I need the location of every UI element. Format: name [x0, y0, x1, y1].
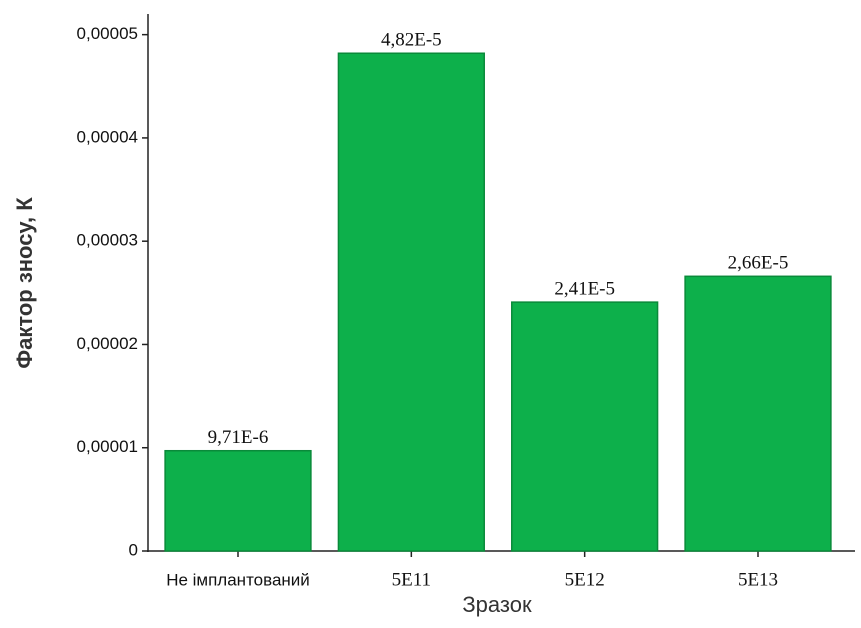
x-tick-label: 5E11 — [392, 569, 431, 590]
bar — [164, 449, 312, 552]
y-tick-label: 0,00004 — [77, 127, 138, 146]
x-tick-label: 5E13 — [738, 569, 778, 590]
y-tick-label: 0 — [129, 540, 138, 559]
bar — [337, 52, 485, 552]
bar — [684, 275, 832, 552]
x-tick-label: 5E12 — [565, 569, 605, 590]
bar — [511, 301, 659, 552]
y-tick-label: 0,00005 — [77, 24, 138, 43]
value-label: 4,82E-5 — [381, 30, 442, 51]
x-tick-label: Не імплантований — [166, 570, 310, 589]
x-axis-title: Зразок — [462, 592, 532, 617]
y-tick-label: 0,00002 — [77, 334, 138, 353]
value-label: 2,41E-5 — [554, 278, 615, 299]
y-tick-label: 0,00001 — [77, 437, 138, 456]
value-label: 9,71E-6 — [208, 427, 269, 448]
y-axis-title: Фактор зносу, К — [12, 197, 37, 369]
value-label: 2,66E-5 — [728, 253, 789, 274]
y-tick-label: 0,00003 — [77, 231, 138, 250]
